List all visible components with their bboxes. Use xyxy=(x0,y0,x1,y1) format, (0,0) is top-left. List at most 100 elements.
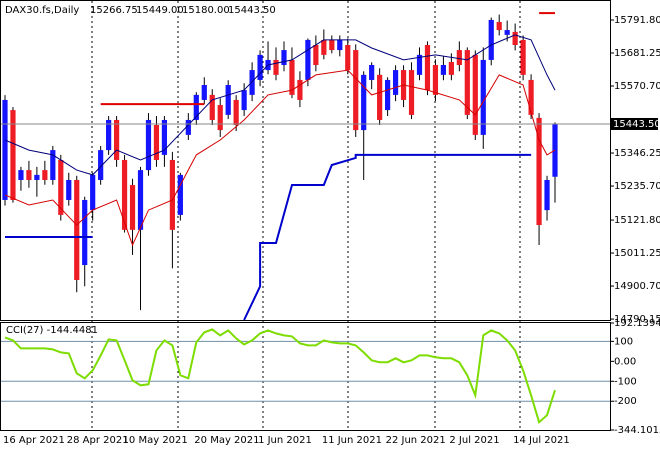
x-tick-label: 11 Jun 2021 xyxy=(322,435,382,446)
candle-body xyxy=(520,39,526,75)
x-tick-label: 1 Jun 2021 xyxy=(258,435,312,446)
y-tick-label: 14790.15 xyxy=(614,314,660,325)
candle-body xyxy=(129,185,136,230)
candle-body xyxy=(2,99,8,200)
candle-body xyxy=(58,159,64,215)
candle-body xyxy=(66,179,72,200)
candle-body xyxy=(448,62,454,75)
candle-body xyxy=(544,179,550,211)
y-tick-label: 15346.25 xyxy=(614,148,660,159)
candle-body xyxy=(345,45,351,71)
candle-body xyxy=(361,74,367,131)
candle-body xyxy=(106,119,112,151)
header-value: 15443.50 xyxy=(228,5,276,16)
candle-body xyxy=(440,65,447,75)
candle-body xyxy=(480,59,486,135)
y-tick-label: 15791.80 xyxy=(614,15,660,26)
y-tick-label: 0.00 xyxy=(614,356,636,367)
candle-body xyxy=(369,65,375,80)
candle-body xyxy=(432,65,439,95)
candle-body xyxy=(225,85,231,115)
candle-body xyxy=(281,50,287,66)
candle-body xyxy=(377,74,383,120)
candle-body xyxy=(74,179,80,280)
candle-body xyxy=(233,99,239,126)
candle-body xyxy=(337,39,343,51)
candle-body xyxy=(297,79,303,100)
candle-body xyxy=(201,85,207,100)
y-tick-label: 15570.70 xyxy=(614,81,660,92)
y-tick-label: 15681.25 xyxy=(614,48,660,59)
candle-body xyxy=(257,54,263,80)
candle-body xyxy=(329,39,335,51)
cci-line xyxy=(4,328,556,424)
header-value: 15449.00 xyxy=(136,5,184,16)
x-tick-label: 2 Jul 2021 xyxy=(449,435,499,446)
candle-body xyxy=(496,22,502,31)
y-tick-label: 15121.80 xyxy=(614,215,660,226)
x-tick-label: 10 May 2021 xyxy=(123,435,188,446)
x-tick-label: 28 Apr 2021 xyxy=(67,435,129,446)
header-value: 15180.00 xyxy=(182,5,230,16)
candle-body xyxy=(209,94,215,120)
candle-body xyxy=(161,119,168,155)
candle-body xyxy=(145,119,152,171)
x-tick-label: 14 Jul 2021 xyxy=(513,435,570,446)
y-tick-label: -100 xyxy=(614,376,637,387)
y-tick-label: -344.1015 xyxy=(614,425,660,436)
candle-body xyxy=(392,70,399,95)
y-tick-label: 15011.25 xyxy=(614,248,660,259)
candle-body xyxy=(169,159,175,230)
candle-body xyxy=(121,159,128,230)
candle-body xyxy=(98,150,104,180)
candle-body xyxy=(113,119,120,160)
overlay-line xyxy=(4,69,556,247)
candle-body xyxy=(249,70,255,95)
candle-body xyxy=(193,94,199,120)
candle-body xyxy=(217,105,223,131)
y-tick-label: 192.1394 xyxy=(614,318,660,329)
cci-panel xyxy=(0,322,611,431)
candle-body xyxy=(50,150,56,180)
candle-body xyxy=(185,119,191,135)
overlay-line xyxy=(4,34,556,176)
y-tick-label: 15235.70 xyxy=(614,181,660,192)
y-tick-label: -200 xyxy=(614,396,637,407)
candle-body xyxy=(472,54,478,135)
candle-body xyxy=(10,110,16,200)
candle-body xyxy=(82,199,88,266)
chart-title: DAX30.fs,Daily xyxy=(5,5,79,16)
candle-body xyxy=(177,174,183,215)
candle-body xyxy=(313,45,319,66)
y-tick-label: 100 xyxy=(614,336,633,347)
candle-body xyxy=(504,30,510,35)
candle-body xyxy=(18,170,24,180)
header-value: 15266.75 xyxy=(90,5,138,16)
overlay-line xyxy=(5,153,532,321)
candle-body xyxy=(26,170,32,180)
candle-body xyxy=(408,70,415,115)
x-tick-label: 20 May 2021 xyxy=(194,435,259,446)
candle-body xyxy=(416,54,423,75)
candle-body xyxy=(536,117,542,226)
candle-body xyxy=(512,31,518,46)
last-price-box xyxy=(610,117,658,130)
y-tick-label: 14900.70 xyxy=(614,281,660,292)
candle-body xyxy=(289,59,295,95)
candle-body xyxy=(273,59,279,75)
price-panel xyxy=(0,0,611,321)
candle-body xyxy=(305,39,311,80)
candle-body xyxy=(353,50,359,131)
candle-body xyxy=(424,45,431,91)
candle-body xyxy=(464,50,470,115)
candle-body xyxy=(488,19,494,60)
candle-body xyxy=(321,39,327,55)
candle-body xyxy=(34,174,40,180)
candle-body xyxy=(90,174,96,211)
x-tick-label: 16 Apr 2021 xyxy=(3,435,65,446)
candle-body xyxy=(528,79,534,115)
candle-body xyxy=(153,125,160,160)
x-tick-label: 22 Jun 2021 xyxy=(386,435,446,446)
